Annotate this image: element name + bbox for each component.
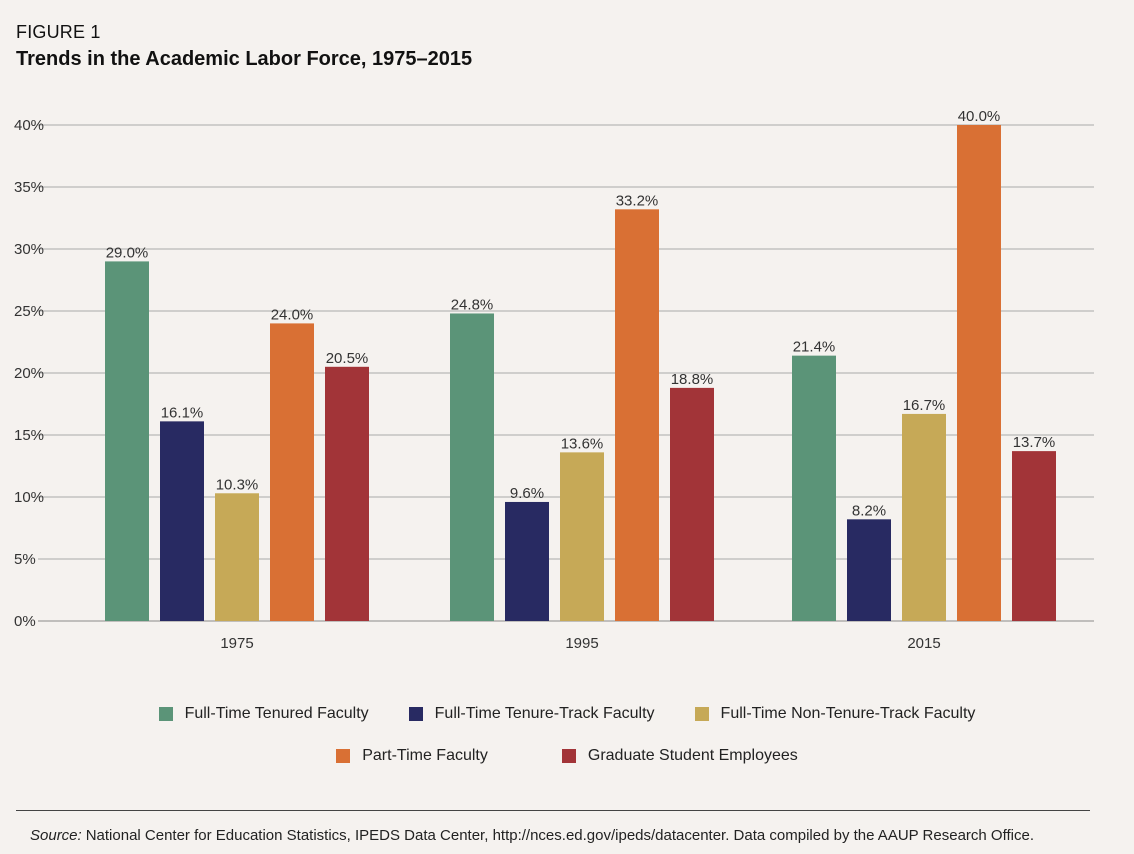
- bar: [792, 355, 836, 621]
- data-label: 9.6%: [510, 485, 544, 502]
- legend-label: Full-Time Tenured Faculty: [184, 705, 369, 722]
- legend-item-non-tenure-track: Full-Time Non-Tenure-Track Faculty: [694, 705, 976, 723]
- legend-swatch: [408, 707, 423, 721]
- source-text: National Center for Education Statistics…: [85, 827, 1034, 844]
- legend-label: Full-Time Non-Tenure-Track Faculty: [720, 705, 976, 722]
- bar: [270, 323, 314, 621]
- bar: [615, 209, 659, 621]
- bar-chart: 0% 5% 10% 15% 20% 25% 30% 35% 40% 29.0% 16.1% 10.3…: [14, 108, 1094, 652]
- legend-item-part-time: Part-Time Faculty: [336, 747, 488, 765]
- legend-label: Graduate Student Employees: [587, 747, 798, 764]
- legend-swatch: [158, 707, 173, 721]
- legend-row-2: Part-Time Faculty Graduate Student Emplo…: [0, 747, 1134, 765]
- data-label: 24.8%: [451, 296, 494, 313]
- data-labels: 29.0% 16.1% 10.3% 24.0% 20.5% 24.8% 9.6% 13.6% 3…: [106, 108, 1056, 519]
- legend-swatch: [561, 749, 576, 763]
- data-label: 16.7%: [903, 397, 946, 414]
- data-label: 13.6%: [561, 435, 604, 452]
- data-label: 24.0%: [271, 306, 314, 323]
- data-label: 18.8%: [671, 371, 714, 388]
- legend-row-1: Full-Time Tenured Faculty Full-Time Tenu…: [0, 705, 1134, 723]
- bar: [505, 501, 549, 621]
- legend-item-tenured: Full-Time Tenured Faculty: [158, 705, 369, 723]
- bar: [957, 125, 1001, 621]
- y-tick-label: 35%: [14, 179, 44, 196]
- y-tick-label: 25%: [14, 303, 44, 320]
- x-tick-label: 2015: [907, 635, 940, 652]
- data-label: 20.5%: [326, 350, 369, 367]
- y-tick-label: 20%: [14, 365, 44, 382]
- bars: [105, 125, 1056, 621]
- bar: [560, 452, 604, 621]
- legend-swatch: [694, 707, 709, 721]
- data-label: 16.1%: [161, 404, 204, 421]
- legend-item-tenure-track: Full-Time Tenure-Track Faculty: [408, 705, 655, 723]
- bar: [847, 519, 891, 621]
- bar: [450, 313, 494, 621]
- bar: [670, 387, 714, 621]
- y-tick-label: 40%: [14, 117, 44, 134]
- source-label: Source:: [30, 827, 82, 844]
- x-axis: 1975 1995 2015: [220, 635, 940, 652]
- legend-label: Full-Time Tenure-Track Faculty: [434, 705, 655, 722]
- figure-label: FIGURE 1: [16, 22, 101, 42]
- chart-title: Trends in the Academic Labor Force, 1975…: [16, 48, 473, 70]
- data-label: 40.0%: [958, 108, 1001, 125]
- data-label: 21.4%: [793, 339, 836, 356]
- y-tick-label: 0%: [14, 613, 36, 630]
- bar: [160, 421, 204, 621]
- legend-item-graduate: Graduate Student Employees: [561, 747, 798, 765]
- bar: [902, 413, 946, 621]
- data-label: 13.7%: [1013, 434, 1056, 451]
- data-label: 29.0%: [106, 244, 149, 261]
- bar: [105, 261, 149, 621]
- data-label: 8.2%: [852, 502, 886, 519]
- y-tick-label: 30%: [14, 241, 44, 258]
- source-note: Source: National Center for Education Sta…: [30, 827, 1034, 844]
- bar: [215, 493, 259, 621]
- data-label: 33.2%: [616, 192, 659, 209]
- y-axis: 0% 5% 10% 15% 20% 25% 30% 35% 40%: [14, 117, 44, 630]
- legend-label: Part-Time Faculty: [362, 747, 488, 764]
- legend-swatch: [336, 749, 351, 763]
- bar: [325, 366, 369, 621]
- y-tick-label: 10%: [14, 489, 44, 506]
- x-tick-label: 1995: [565, 635, 598, 652]
- y-tick-label: 15%: [14, 427, 44, 444]
- x-tick-label: 1975: [220, 635, 253, 652]
- data-label: 10.3%: [216, 476, 259, 493]
- footer-divider: [16, 810, 1090, 811]
- y-tick-label: 5%: [14, 551, 36, 568]
- bar: [1012, 451, 1056, 621]
